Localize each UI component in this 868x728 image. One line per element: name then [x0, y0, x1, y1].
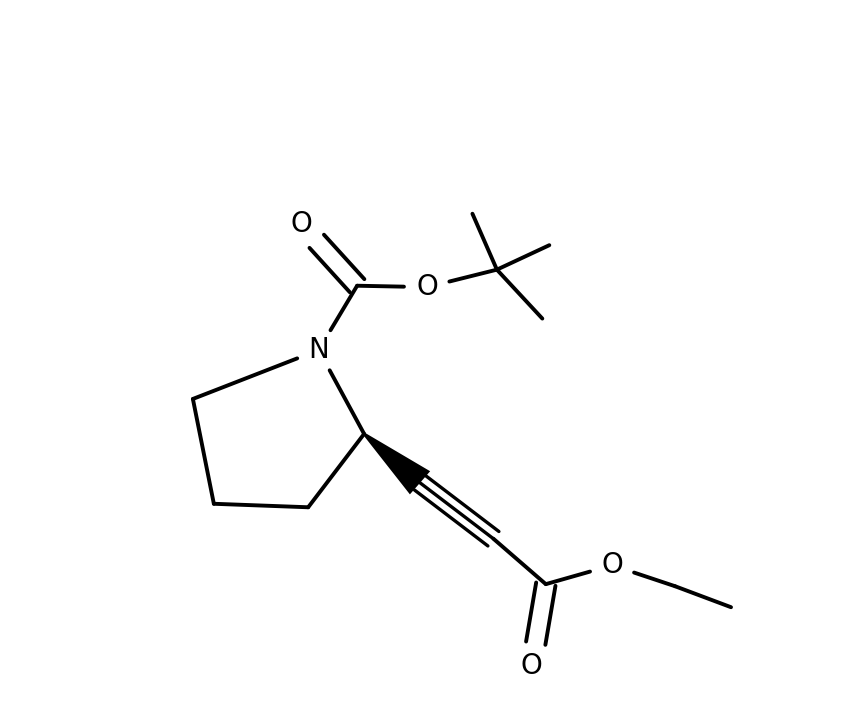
Text: O: O	[290, 210, 312, 238]
Text: O: O	[416, 273, 437, 301]
Text: O: O	[602, 551, 623, 579]
Text: O: O	[521, 652, 542, 680]
Text: N: N	[308, 336, 329, 364]
Polygon shape	[363, 433, 431, 494]
